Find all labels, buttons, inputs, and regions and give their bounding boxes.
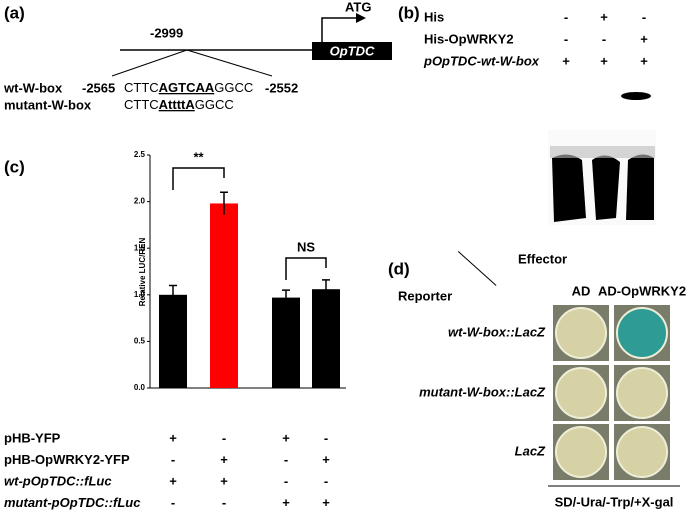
tss-arrow bbox=[321, 17, 356, 44]
seq-core: AGTCAA bbox=[159, 80, 215, 95]
lane-sign: + bbox=[562, 53, 570, 68]
y-tick-label: 0.0 bbox=[134, 383, 146, 392]
panel-label: (a) bbox=[4, 3, 25, 22]
position-label: -2999 bbox=[150, 25, 183, 40]
reporter-name: mutant-W-box::LacZ bbox=[419, 384, 546, 399]
gel-image bbox=[548, 92, 656, 225]
effector-name: AD-OpWRKY2 bbox=[598, 283, 686, 298]
end-pos: -2552 bbox=[265, 80, 298, 95]
reporter-name: LacZ bbox=[515, 443, 546, 458]
condition-sign: - bbox=[324, 430, 328, 445]
gene-box bbox=[312, 42, 392, 60]
lane-sign: + bbox=[600, 9, 608, 24]
condition-sign: - bbox=[171, 452, 175, 467]
condition-name: wt-pOpTDC::fLuc bbox=[4, 473, 112, 488]
panel-label: (d) bbox=[388, 259, 410, 278]
effector-title: Effector bbox=[518, 251, 567, 266]
start-codon: ATG bbox=[345, 0, 371, 14]
condition-sign: - bbox=[284, 473, 288, 488]
divider bbox=[457, 251, 497, 286]
error-bar bbox=[220, 191, 228, 215]
error-bar bbox=[169, 284, 177, 305]
bar-chart: 0.0 0.5 1.0 1.5 2.0 2.5 ** NS pHB-YFP + - + - pHB-OpW… bbox=[4, 149, 346, 510]
condition-name: pHB-YFP bbox=[4, 430, 61, 445]
bar bbox=[159, 294, 187, 388]
lane-sign: + bbox=[640, 53, 648, 68]
condition-sign: + bbox=[220, 473, 228, 488]
seq-right: GGCC bbox=[214, 80, 253, 95]
panel-label: (b) bbox=[398, 3, 420, 22]
lane-sign: + bbox=[600, 53, 608, 68]
condition-sign: + bbox=[322, 495, 330, 510]
bar bbox=[210, 203, 238, 388]
y-tick-label: 0.5 bbox=[134, 337, 146, 346]
bracket bbox=[172, 167, 225, 190]
bracket bbox=[285, 257, 327, 280]
colony bbox=[555, 307, 607, 359]
y2h-grid: AD AD-OpWRKY2wt-W-box::LacZmutant-W-box::… bbox=[419, 283, 686, 480]
sequence: CTTCAGTCAAGGCC bbox=[124, 80, 253, 95]
condition-sign: + bbox=[282, 495, 290, 510]
zoom-line bbox=[111, 49, 188, 77]
colony bbox=[555, 367, 607, 419]
row-name: pOpTDC-wt-W-box bbox=[423, 53, 540, 68]
effector-name: AD bbox=[572, 283, 591, 298]
y-tick-label: 2.0 bbox=[134, 197, 146, 206]
condition-sign: - bbox=[222, 430, 226, 445]
condition-sign: + bbox=[282, 430, 290, 445]
sequence: CTTCAttttAGGCC bbox=[124, 97, 234, 112]
lane-sign: - bbox=[642, 9, 646, 24]
condition-sign: - bbox=[284, 452, 288, 467]
lane-sign: - bbox=[564, 9, 568, 24]
start-pos: -2565 bbox=[82, 80, 115, 95]
annotation: ** bbox=[193, 149, 204, 164]
condition-sign: + bbox=[169, 473, 177, 488]
condition-sign: + bbox=[169, 430, 177, 445]
reporter-name: wt-W-box::LacZ bbox=[448, 324, 546, 339]
panel-label: (c) bbox=[4, 157, 25, 176]
y-tick-label: 1.5 bbox=[134, 243, 146, 252]
colony bbox=[616, 367, 668, 419]
row-name: wt-W-box bbox=[3, 80, 63, 95]
y-axis-label: Relative LUC/REN bbox=[138, 238, 147, 307]
row-name: mutant-W-box bbox=[4, 97, 92, 112]
y-tick-label: 2.5 bbox=[134, 150, 146, 159]
annotation: NS bbox=[297, 239, 315, 254]
bar bbox=[312, 289, 340, 388]
colony bbox=[555, 426, 607, 478]
arrow-head bbox=[356, 13, 366, 23]
condition-sign: + bbox=[220, 452, 228, 467]
seq-right: GGCC bbox=[195, 97, 234, 112]
lane-sign: + bbox=[640, 31, 648, 46]
condition-name: mutant-pOpTDC::fLuc bbox=[4, 495, 141, 510]
condition-sign: - bbox=[222, 495, 226, 510]
condition-name: pHB-OpWRKY2-YFP bbox=[4, 452, 130, 467]
condition-sign: + bbox=[322, 452, 330, 467]
colony bbox=[616, 307, 668, 359]
row-name: His bbox=[424, 9, 444, 24]
zoom-line bbox=[186, 49, 273, 77]
bar bbox=[272, 297, 300, 388]
lane-sign: - bbox=[564, 31, 568, 46]
reporter-title: Reporter bbox=[398, 288, 452, 303]
row-name: His-OpWRKY2 bbox=[424, 31, 514, 46]
lane-sign: - bbox=[602, 31, 606, 46]
error-bar bbox=[282, 289, 290, 306]
emsa-legend: His - + - His-OpWRKY2 - - + pOpTDC-wt-W-box + + + bbox=[423, 9, 648, 68]
medium: SD/-Ura/-Trp/+X-gal bbox=[555, 494, 674, 509]
seq-left: CTTC bbox=[124, 80, 159, 95]
condition-sign: - bbox=[324, 473, 328, 488]
condition-sign: - bbox=[171, 495, 175, 510]
seq-left: CTTC bbox=[124, 97, 159, 112]
error-bar bbox=[322, 279, 330, 299]
y-tick-label: 1.0 bbox=[134, 290, 146, 299]
seq-core: AttttA bbox=[159, 97, 196, 112]
gene-name: OpTDC bbox=[330, 43, 375, 58]
colony bbox=[616, 426, 668, 478]
